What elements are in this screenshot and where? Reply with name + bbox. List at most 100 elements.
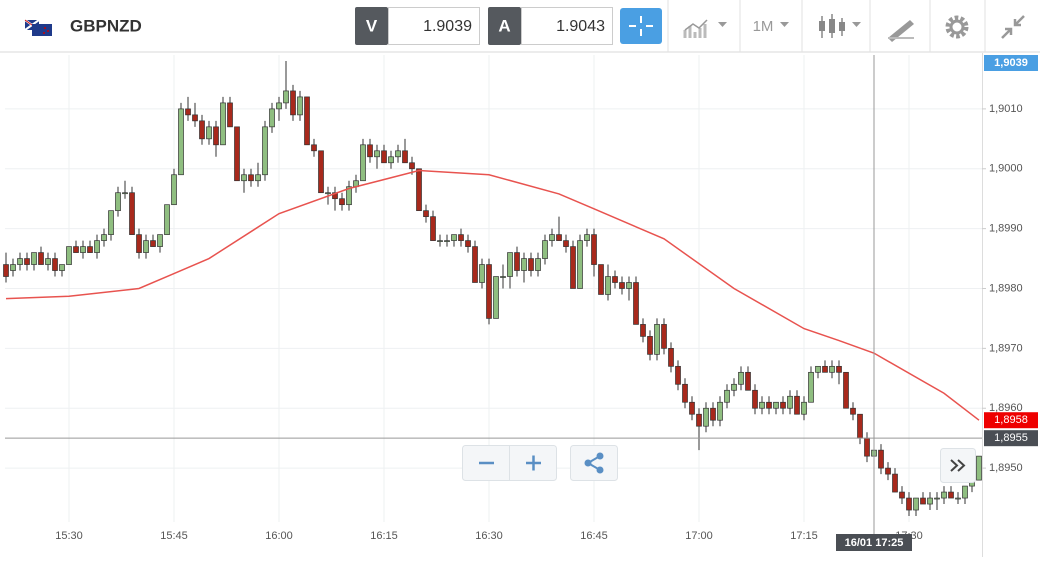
candle-body bbox=[87, 246, 93, 253]
candle-body bbox=[52, 258, 58, 271]
candle-body bbox=[66, 246, 72, 265]
candle-body bbox=[73, 246, 79, 253]
candle-body bbox=[94, 240, 100, 253]
candle-body bbox=[521, 258, 527, 271]
candle-body bbox=[206, 126, 212, 140]
candle-body bbox=[689, 401, 695, 415]
symbol: GBPNZD bbox=[70, 16, 142, 35]
candle-body bbox=[703, 407, 709, 427]
candle-body bbox=[591, 234, 597, 265]
candle-body bbox=[430, 216, 436, 241]
candle-body bbox=[717, 401, 723, 421]
candle-body bbox=[773, 401, 779, 409]
candle-body bbox=[24, 258, 30, 265]
candle-body bbox=[255, 174, 261, 182]
candle-body bbox=[199, 120, 205, 140]
ask-value: 1.9043 bbox=[556, 18, 605, 35]
timeframe-button[interactable]: 1M bbox=[753, 18, 789, 35]
scroll-right-button[interactable] bbox=[940, 448, 976, 483]
candle-body bbox=[822, 365, 828, 373]
candle-body bbox=[766, 401, 772, 409]
crosshair-price-label: 1,8955 bbox=[994, 432, 1028, 444]
candle-body bbox=[38, 252, 44, 265]
candle-body bbox=[598, 264, 604, 295]
x-tick-label: 17:00 bbox=[685, 530, 713, 542]
candle-body bbox=[234, 126, 240, 182]
timeframe: 1M bbox=[753, 18, 774, 35]
plot: 1,8950 1,8960 1,8970 1,8980 1,8990 1,9000 1,90… bbox=[3, 55, 1023, 542]
candle-style-button[interactable] bbox=[819, 14, 861, 38]
candle-body bbox=[122, 192, 128, 195]
candle-body bbox=[507, 252, 513, 277]
candle-body bbox=[640, 324, 646, 337]
candle-body bbox=[619, 282, 625, 289]
candle-body bbox=[479, 264, 485, 283]
candle-body bbox=[752, 389, 758, 409]
candle-body bbox=[892, 473, 898, 493]
bid-price-label: 1,9039 bbox=[994, 57, 1028, 69]
candle-body bbox=[136, 234, 142, 253]
settings-button[interactable] bbox=[945, 15, 969, 39]
candle-body bbox=[857, 413, 863, 439]
candle-body bbox=[829, 365, 835, 373]
y-tick-label: 1,8990 bbox=[989, 223, 1023, 235]
ma-price-badge bbox=[984, 412, 1038, 429]
candle-body bbox=[360, 144, 366, 182]
candle-body bbox=[668, 348, 674, 367]
candle-body bbox=[500, 276, 506, 278]
candle-body bbox=[654, 324, 660, 355]
candle-body bbox=[290, 90, 296, 116]
candle-body bbox=[899, 491, 905, 499]
share-button[interactable] bbox=[570, 445, 618, 481]
candle-body bbox=[318, 150, 324, 194]
ask-label: A bbox=[498, 16, 510, 35]
candle-body bbox=[535, 258, 541, 271]
candle-body bbox=[283, 90, 289, 104]
candle-body bbox=[836, 365, 842, 373]
y-tick-label: 1,8970 bbox=[989, 342, 1023, 354]
x-tick-label: 15:45 bbox=[160, 530, 188, 542]
draw-button[interactable] bbox=[888, 20, 914, 42]
candle-body bbox=[80, 246, 86, 253]
candle-body bbox=[815, 365, 821, 373]
candle-body bbox=[731, 383, 737, 391]
bid-box bbox=[388, 7, 480, 45]
ma-price-label: 1,8958 bbox=[994, 414, 1028, 426]
candle-body bbox=[150, 240, 156, 247]
candle-body bbox=[115, 192, 121, 212]
crosshair-button[interactable] bbox=[620, 8, 662, 44]
candle-body bbox=[626, 282, 632, 289]
collapse-button[interactable] bbox=[1001, 15, 1025, 39]
candle-body bbox=[17, 258, 23, 265]
candle-body bbox=[549, 234, 555, 241]
candle-body bbox=[409, 162, 415, 170]
bid-button[interactable] bbox=[355, 7, 388, 45]
candle-body bbox=[143, 240, 149, 253]
candle-body bbox=[339, 198, 345, 206]
candle-body bbox=[577, 240, 583, 289]
candle-body bbox=[570, 246, 576, 289]
candle-body bbox=[738, 371, 744, 385]
candle-body bbox=[444, 240, 450, 242]
x-tick-label: 15:30 bbox=[55, 530, 83, 542]
ask-button[interactable] bbox=[488, 7, 521, 45]
candle-body bbox=[437, 240, 443, 242]
candle-body bbox=[423, 210, 429, 218]
y-tick-label: 1,9010 bbox=[989, 103, 1023, 115]
candle-body bbox=[164, 204, 170, 235]
candle-body bbox=[381, 150, 387, 164]
candle-body bbox=[843, 371, 849, 409]
candle-body bbox=[913, 497, 919, 511]
candle-body bbox=[584, 234, 590, 241]
candle-body bbox=[906, 497, 912, 511]
overlay: 1,8955 16/01 17:25 1,8958 1,9039 bbox=[462, 55, 1038, 551]
candle-body bbox=[605, 276, 611, 295]
candle-body bbox=[185, 108, 191, 116]
candle-body bbox=[724, 389, 730, 403]
toolbar: GBPNZD V 1.9039 A 1.9043 1M bbox=[0, 0, 1040, 53]
candle-body bbox=[696, 413, 702, 427]
zoom-in-button[interactable] bbox=[526, 455, 541, 471]
candle-body bbox=[962, 485, 968, 499]
chart-type-button[interactable] bbox=[683, 19, 727, 38]
